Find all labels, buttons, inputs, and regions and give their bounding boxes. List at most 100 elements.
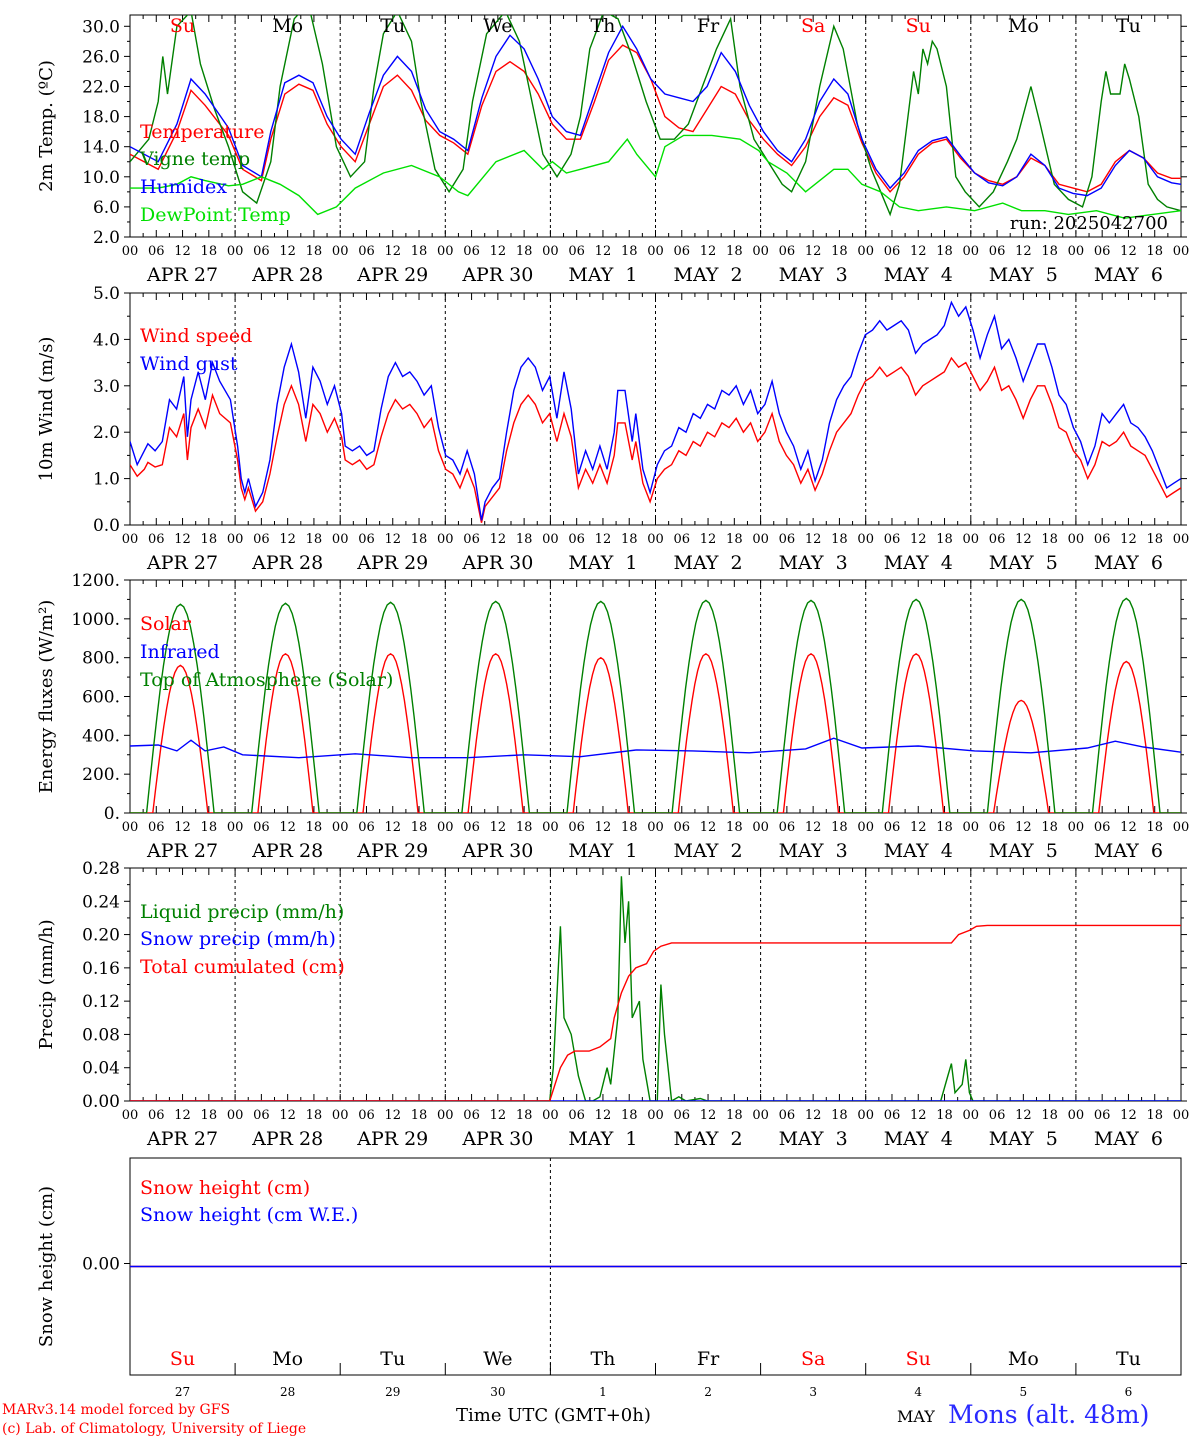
hour-tick-label: 06 [1094, 820, 1111, 835]
legend-entry: Snow height (cm) [140, 1177, 310, 1199]
day-number-label: 5 [1020, 1385, 1028, 1399]
date-label: APR 27 [146, 1128, 218, 1150]
hour-tick-label: 18 [201, 532, 218, 547]
hour-tick-label: 12 [1015, 532, 1032, 547]
hour-tick-label: 00 [752, 244, 769, 259]
date-label: MAY 5 [989, 552, 1058, 574]
hour-tick-label: 06 [674, 244, 691, 259]
hour-tick-label: 18 [1146, 532, 1163, 547]
hour-tick-label: 00 [332, 1108, 349, 1123]
y-tick-label: 0.24 [82, 892, 120, 912]
hour-tick-label: 00 [227, 244, 244, 259]
hour-tick-label: 00 [857, 244, 874, 259]
hour-tick-label: 06 [358, 1108, 375, 1123]
hour-tick-label: 18 [306, 532, 323, 547]
hour-tick-label: 06 [148, 820, 165, 835]
hour-tick-label: 06 [253, 820, 270, 835]
hour-tick-label: 12 [174, 244, 191, 259]
date-label: APR 30 [461, 1128, 533, 1150]
hour-tick-label: 00 [542, 820, 559, 835]
date-label: MAY 3 [779, 1128, 848, 1150]
hour-tick-label: 12 [384, 820, 401, 835]
legend-entry: Wind gust [140, 353, 238, 375]
day-number-label: 30 [490, 1385, 505, 1399]
date-label: MAY 2 [673, 840, 742, 862]
hour-tick-label: 18 [831, 820, 848, 835]
lab-credit: (c) Lab. of Climatology, University of L… [2, 1421, 307, 1437]
series-line-dewpoint-temp [130, 134, 1181, 219]
y-axis-title: Energy fluxes (W/m²) [36, 600, 57, 794]
hour-tick-label: 18 [411, 244, 428, 259]
panel-2: 10m Wind (m/s) [36, 292, 1187, 526]
hour-tick-label: 12 [490, 1108, 507, 1123]
date-label: MAY 1 [568, 552, 637, 574]
legend-entry: Temperature [140, 121, 264, 143]
series-line-solar [130, 652, 1181, 813]
y-axis-title: 2m Temp. (ºC) [36, 60, 57, 192]
date-label: MAY 1 [568, 1128, 637, 1150]
hour-tick-label: 18 [621, 244, 638, 259]
date-label: MAY 4 [884, 552, 953, 574]
hour-tick-label: 18 [306, 820, 323, 835]
hour-tick-label: 00 [963, 532, 980, 547]
weekday-label: Tu [380, 1348, 405, 1370]
legend-entry: Humidex [140, 176, 227, 198]
hour-tick-label: 12 [700, 244, 717, 259]
hour-tick-label: 06 [358, 532, 375, 547]
hour-tick-label: 06 [884, 244, 901, 259]
date-label: MAY 1 [568, 264, 637, 286]
hour-tick-label: 00 [437, 820, 454, 835]
hour-tick-label: 06 [358, 820, 375, 835]
date-label: APR 30 [461, 552, 533, 574]
hour-tick-label: 18 [726, 820, 743, 835]
y-tick-label: 30.0 [82, 17, 120, 37]
hour-tick-label: 12 [910, 532, 927, 547]
hour-tick-label: 18 [516, 532, 533, 547]
hour-tick-label: 18 [621, 1108, 638, 1123]
hour-tick-label: 12 [700, 1108, 717, 1123]
hour-tick-label: 06 [989, 532, 1006, 547]
weekday-label: Sa [801, 15, 825, 37]
hour-tick-label: 12 [1120, 244, 1137, 259]
day-number-label: 2 [704, 1385, 712, 1399]
hour-tick-label: 00 [647, 532, 664, 547]
hour-tick-label: 18 [621, 820, 638, 835]
series-line-liquid-precip-mm-h [130, 876, 1181, 1101]
legend-entry: Snow height (cm W.E.) [140, 1204, 358, 1226]
hour-tick-label: 18 [1146, 244, 1163, 259]
date-label: MAY 4 [884, 264, 953, 286]
hour-tick-label: 06 [253, 244, 270, 259]
hour-tick-label: 18 [201, 820, 218, 835]
hour-tick-label: 06 [148, 532, 165, 547]
hour-tick-label: 00 [437, 244, 454, 259]
weekday-label: Tu [1116, 15, 1141, 37]
hour-tick-label: 00 [542, 1108, 559, 1123]
hour-tick-label: 12 [384, 244, 401, 259]
hour-tick-label: 00 [752, 1108, 769, 1123]
date-label: MAY 5 [989, 264, 1058, 286]
hour-tick-label: 18 [936, 1108, 953, 1123]
y-tick-label: 0.0 [93, 516, 120, 536]
weekday-label: We [483, 1348, 512, 1370]
hour-tick-label: 06 [1094, 532, 1111, 547]
date-label: APR 29 [356, 264, 428, 286]
hour-tick-label: 06 [568, 244, 585, 259]
y-tick-label: 1200. [71, 571, 120, 591]
weekday-label: We [483, 15, 512, 37]
hour-tick-label: 06 [148, 1108, 165, 1123]
date-label: APR 28 [251, 1128, 323, 1150]
hour-tick-label: 06 [674, 1108, 691, 1123]
hour-tick-label: 00 [963, 820, 980, 835]
y-tick-label: 2.0 [93, 228, 120, 248]
y-tick-label: 800. [82, 649, 120, 669]
hour-tick-label: 18 [936, 532, 953, 547]
hour-tick-label: 18 [831, 1108, 848, 1123]
hour-tick-label: 00 [857, 1108, 874, 1123]
y-tick-label: 1.0 [93, 470, 120, 490]
hour-tick-label: 06 [463, 820, 480, 835]
hour-tick-label: 06 [779, 244, 796, 259]
hour-tick-label: 12 [700, 532, 717, 547]
weekday-label: Tu [1116, 1348, 1141, 1370]
hour-tick-label: 00 [963, 1108, 980, 1123]
y-tick-label: 0.00 [82, 1092, 120, 1112]
